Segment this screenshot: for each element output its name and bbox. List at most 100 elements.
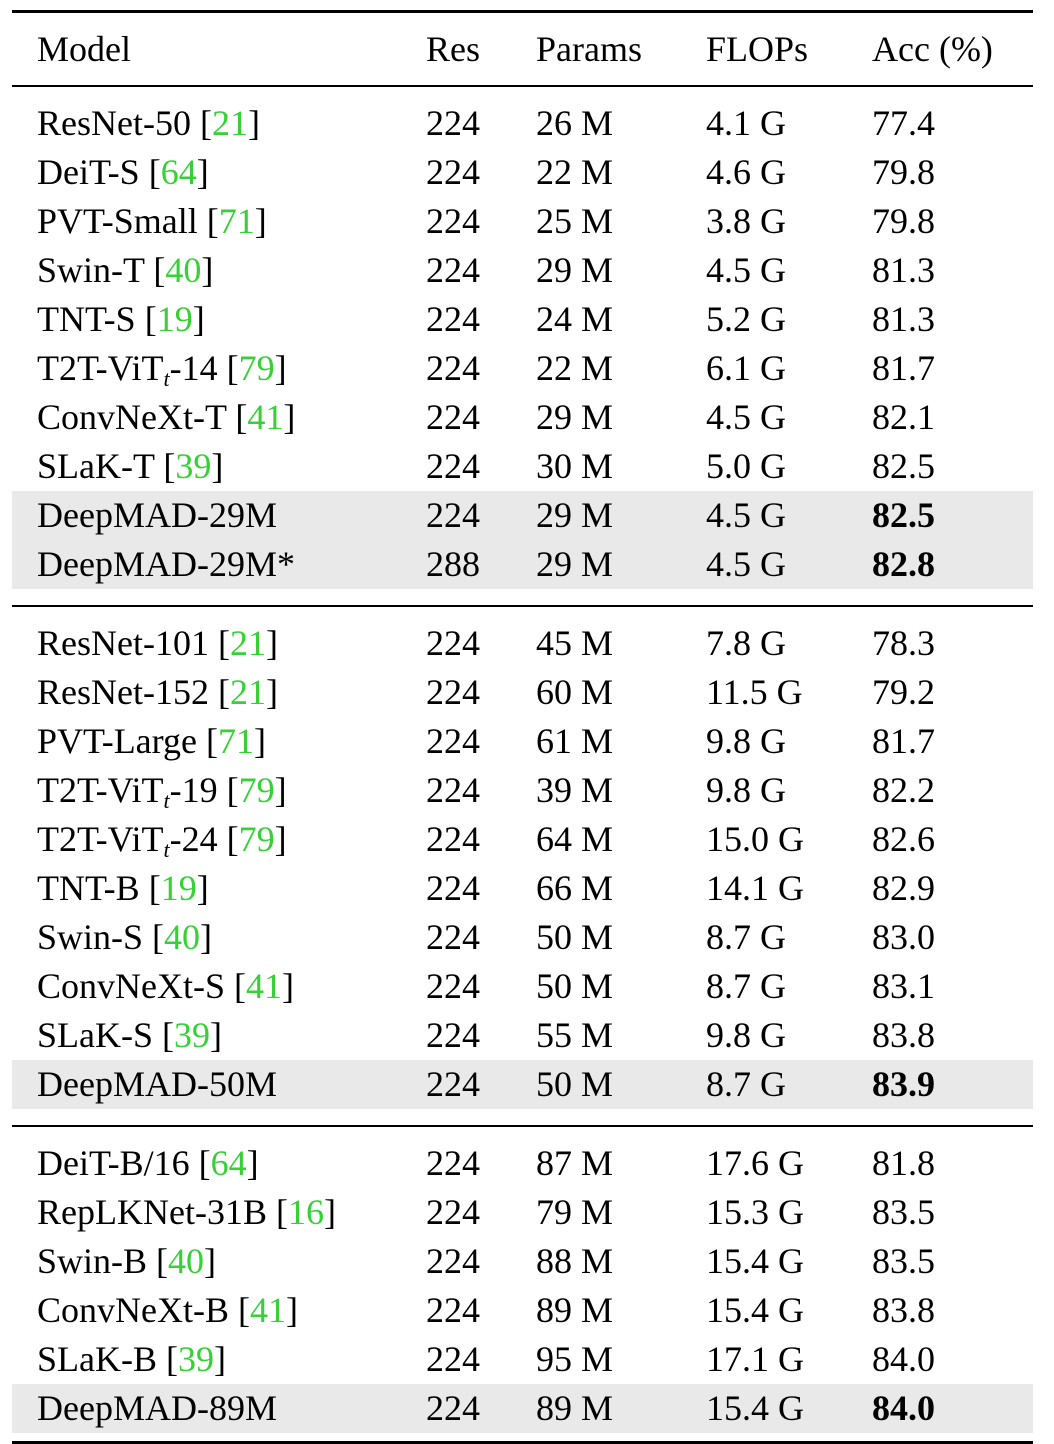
acc-cell: 79.2	[872, 672, 935, 712]
res-cell: 224	[426, 819, 480, 859]
model-name-cell: ConvNeXt-T [41]	[37, 397, 296, 437]
model-name-cell: TNT-S [19]	[37, 299, 205, 339]
model-name: SLaK-B	[37, 1339, 157, 1379]
highlight-row: DeepMAD-50M 224 50 M 8.7 G 83.9	[12, 1060, 1033, 1109]
citation-link[interactable]: 21	[229, 623, 266, 663]
res-cell: 224	[426, 397, 480, 437]
res-cell: 224	[426, 917, 480, 957]
model-name: TNT-B	[37, 868, 140, 908]
params-cell: 89 M	[536, 1290, 614, 1330]
res-cell: 224	[426, 1015, 480, 1055]
flops-cell: 15.3 G	[706, 1192, 804, 1232]
citation-link[interactable]: 71	[217, 721, 254, 761]
flops-cell: 8.7 G	[706, 917, 786, 957]
flops-cell: 15.4 G	[706, 1241, 804, 1281]
citation-link[interactable]: 41	[246, 966, 282, 1006]
citation-link[interactable]: 79	[238, 819, 275, 859]
citation-link[interactable]: 40	[165, 250, 202, 290]
model-name: DeepMAD-89M	[37, 1388, 277, 1428]
model-name: Swin-S	[37, 917, 144, 957]
citation-link[interactable]: 41	[250, 1290, 286, 1330]
flops-cell: 15.0 G	[706, 819, 804, 859]
citation-link[interactable]: 71	[218, 201, 255, 241]
citation-link[interactable]: 79	[238, 770, 275, 810]
flops-cell: 9.8 G	[706, 770, 786, 810]
res-cell: 224	[426, 348, 480, 388]
acc-cell: 82.9	[872, 868, 935, 908]
table-row: SLaK-T [39] 224 30 M 5.0 G 82.5	[12, 442, 1033, 491]
model-suffix: -24	[169, 819, 218, 859]
group-spacer	[12, 607, 1033, 619]
citation-link[interactable]: 39	[174, 1015, 210, 1055]
res-cell: 224	[426, 1192, 480, 1232]
model-subscript: t	[163, 837, 170, 862]
res-cell: 224	[426, 446, 480, 486]
citation-link[interactable]: 16	[287, 1192, 324, 1232]
acc-cell: 83.1	[872, 966, 935, 1006]
top-rule	[12, 10, 1033, 13]
citation-link[interactable]: 79	[238, 348, 275, 388]
table-row: ResNet-152 [21] 224 60 M 11.5 G 79.2	[12, 668, 1033, 717]
res-cell: 224	[426, 250, 480, 290]
model-name-cell: T2T-ViTt-24 [79]	[37, 819, 287, 862]
citation-link[interactable]: 64	[210, 1143, 247, 1183]
group-spacer	[12, 87, 1033, 99]
model-name: ConvNeXt-T	[37, 397, 227, 437]
citation-link[interactable]: 21	[229, 672, 266, 712]
params-cell: 60 M	[536, 672, 614, 712]
header-acc: Acc (%)	[872, 29, 993, 69]
citation-link[interactable]: 41	[247, 397, 284, 437]
model-name-cell: TNT-B [19]	[37, 868, 209, 908]
flops-cell: 17.6 G	[706, 1143, 804, 1183]
params-cell: 22 M	[536, 348, 614, 388]
model-name-cell: ResNet-101 [21]	[37, 623, 278, 663]
model-name: Swin-B	[37, 1241, 148, 1281]
citation-link[interactable]: 39	[178, 1339, 214, 1379]
model-name-cell: SLaK-B [39]	[37, 1339, 226, 1379]
group-spacer	[12, 597, 1033, 605]
citation-link[interactable]: 40	[168, 1241, 205, 1281]
acc-cell: 84.0	[872, 1339, 935, 1379]
model-name-cell: T2T-ViTt-14 [79]	[37, 348, 287, 391]
model-name: RepLKNet-31B	[37, 1192, 267, 1232]
acc-cell: 83.8	[872, 1015, 935, 1055]
header-row: Model Res Params FLOPs Acc (%)	[12, 13, 1033, 85]
model-name: DeiT-B/16	[37, 1143, 190, 1183]
table-row: T2T-ViTt-19 [79] 224 39 M 9.8 G 82.2	[12, 766, 1033, 815]
model-name: ConvNeXt-S	[37, 966, 225, 1006]
model-name-cell: Swin-S [40]	[37, 917, 213, 957]
model-name: DeepMAD-29M*	[37, 544, 295, 584]
group-spacer	[12, 1109, 1033, 1117]
model-name-cell: Swin-T [40]	[37, 250, 214, 290]
res-cell: 224	[426, 201, 480, 241]
params-cell: 61 M	[536, 721, 614, 761]
table-row: DeiT-B/16 [64] 224 87 M 17.6 G 81.8	[12, 1139, 1033, 1188]
citation-link[interactable]: 19	[156, 299, 193, 339]
citation-link[interactable]: 40	[164, 917, 201, 957]
table-row: TNT-B [19] 224 66 M 14.1 G 82.9	[12, 864, 1033, 913]
model-name-cell: ConvNeXt-B [41]	[37, 1290, 298, 1330]
table-row: T2T-ViTt-14 [79] 224 22 M 6.1 G 81.7	[12, 344, 1033, 393]
table-row: PVT-Large [71] 224 61 M 9.8 G 81.7	[12, 717, 1033, 766]
res-cell: 224	[426, 868, 480, 908]
citation-link[interactable]: 64	[160, 152, 197, 192]
params-cell: 29 M	[536, 250, 614, 290]
model-name-cell: DeiT-S [64]	[37, 152, 209, 192]
model-name-cell: DeepMAD-29M*	[37, 540, 295, 589]
flops-cell: 5.0 G	[706, 446, 786, 486]
results-table: Model Res Params FLOPs Acc (%) ResNet-50…	[12, 10, 1033, 1444]
flops-cell: 4.1 G	[706, 103, 786, 143]
params-cell: 79 M	[536, 1192, 614, 1232]
citation-link[interactable]: 19	[160, 868, 197, 908]
citation-link[interactable]: 21	[211, 103, 248, 143]
citation-link[interactable]: 39	[175, 446, 212, 486]
table-row: SLaK-B [39] 224 95 M 17.1 G 84.0	[12, 1335, 1033, 1384]
flops-cell: 17.1 G	[706, 1339, 804, 1379]
table-row: TNT-S [19] 224 24 M 5.2 G 81.3	[12, 295, 1033, 344]
model-name: ConvNeXt-B	[37, 1290, 229, 1330]
acc-cell: 81.3	[872, 250, 935, 290]
model-name: SLaK-S	[37, 1015, 153, 1055]
model-name: DeepMAD-50M	[37, 1064, 277, 1104]
model-name-cell: ConvNeXt-S [41]	[37, 966, 294, 1006]
res-cell: 288	[426, 544, 480, 584]
